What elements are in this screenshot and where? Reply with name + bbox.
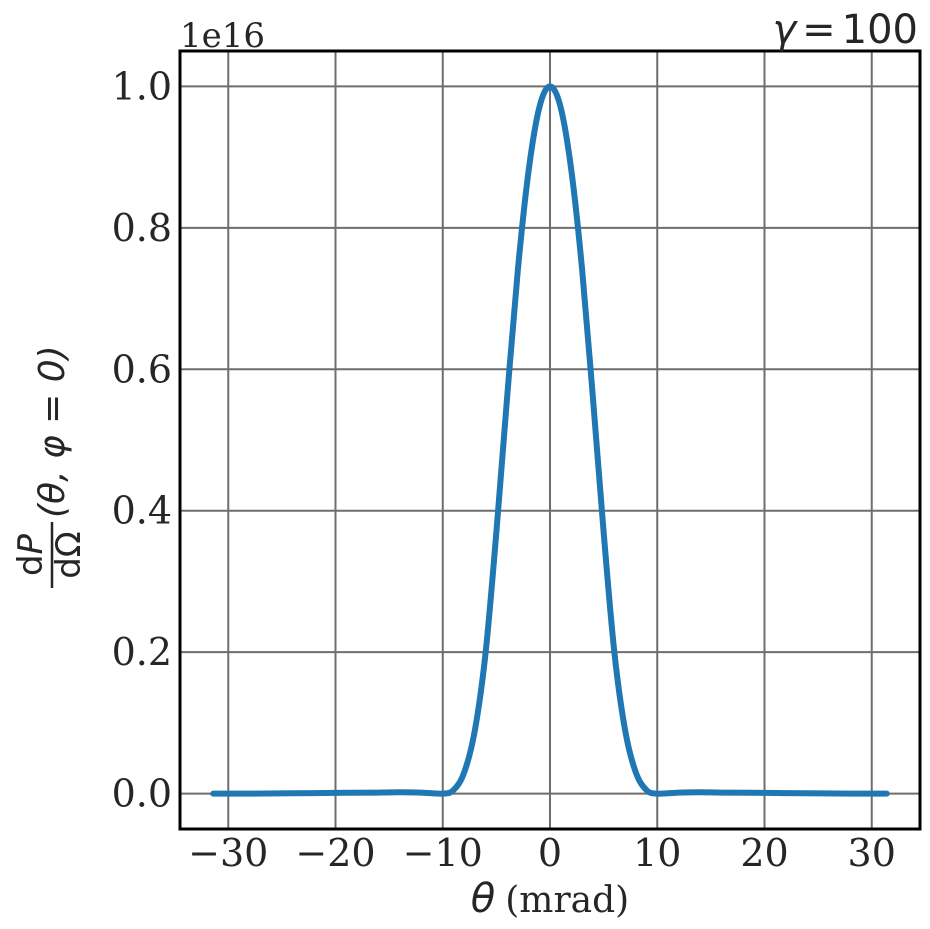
plot-frame — [178, 49, 922, 831]
x-axis-unit: (mrad) — [505, 880, 629, 921]
y-tick-label: 0.2 — [112, 630, 172, 674]
x-tick-label: −30 — [188, 831, 268, 875]
x-tick-label: −10 — [403, 831, 483, 875]
y-axis-numerator: dP — [11, 533, 51, 576]
series-line — [210, 83, 890, 797]
title-equals: = — [802, 7, 836, 53]
y-num-d: d — [11, 554, 51, 576]
y-tick-label: 0.6 — [112, 347, 172, 391]
x-axis-title: θ (mrad) — [471, 876, 629, 922]
y-axis-denominator: dΩ — [49, 531, 89, 579]
y-tick-label: 0.0 — [112, 772, 172, 816]
x-axis-symbol: θ — [471, 876, 495, 922]
x-tick-label: 30 — [848, 831, 896, 875]
y-den-var: Ω — [49, 531, 89, 557]
y-den-d: d — [49, 557, 89, 579]
y-tick-label: 0.4 — [112, 489, 172, 533]
y-tick-label: 0.8 — [112, 206, 172, 250]
y-tick-label: 1.0 — [112, 64, 172, 108]
tick-labels: −30 −20 −10 0 10 20 30 0.0 0.2 0.4 0.6 0.8 1.0 — [112, 64, 896, 875]
title-value: 100 — [842, 7, 918, 53]
y-axis-args: (θ, φ = 0) — [32, 345, 73, 518]
offset-text: 1e16 — [180, 16, 265, 56]
y-num-var: P — [11, 533, 51, 554]
series-layer — [210, 83, 890, 797]
x-tick-label: 0 — [538, 831, 562, 875]
x-tick-label: 10 — [633, 831, 681, 875]
y-axis-title: dP dΩ (θ, φ = 0) — [11, 345, 89, 588]
title-symbol: γ — [772, 7, 798, 53]
x-tick-label: 20 — [740, 831, 788, 875]
x-tick-label: −20 — [295, 831, 375, 875]
chart-title: γ = 100 — [772, 7, 918, 53]
